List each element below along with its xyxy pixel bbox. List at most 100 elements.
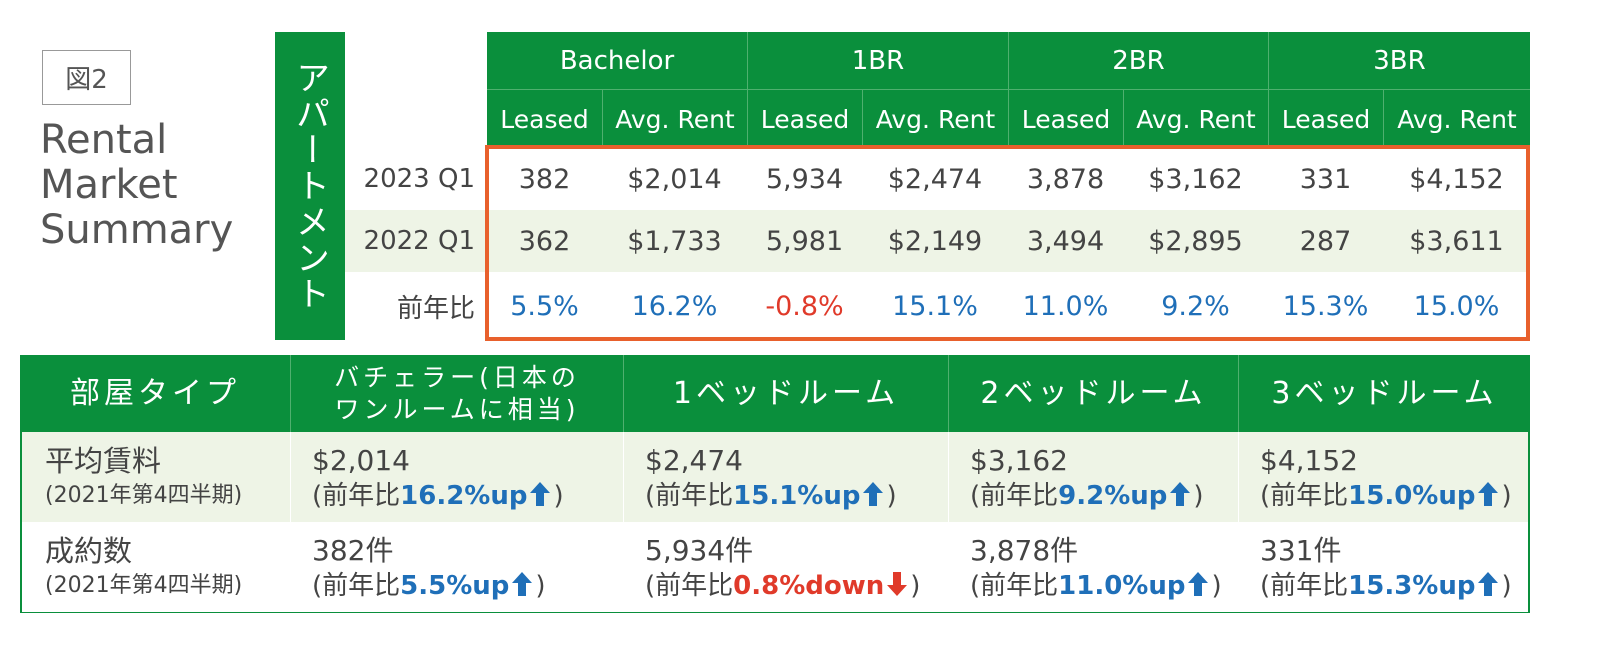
group-header: 3BR [1268,32,1530,90]
arrow-shape [1478,572,1499,596]
table-cell: 15.3% [1282,290,1369,322]
cell-main: $4,152 [1260,444,1358,477]
table-cell: 5.5% [510,290,579,322]
table-cell: 15.1% [892,290,978,322]
cell-change-line: (前年比11.0%up) [970,568,1222,604]
cell-main: $2,014 [312,444,410,477]
header-line: 3ベッドルーム [1271,375,1498,411]
table-cell: 16.2% [631,290,718,322]
sub-header: Avg. Rent [602,90,747,148]
cell-change-line: (前年比15.0%up) [1260,478,1512,514]
figure-label: 図2 [42,50,131,105]
arrow-down [887,572,908,596]
arrow-up [512,572,533,596]
table-cell: $2,474 [887,163,983,195]
table-cell: 5,981 [765,225,844,257]
row-label-cell: 平均賃料 (2021年第4四半期) [45,444,242,514]
arrow-shape [863,482,884,506]
table-cell: -0.8% [765,290,844,322]
summary-cell: $2,474 (前年比15.1%up) [645,444,897,514]
cell-change-line: (前年比5.5%up) [312,568,546,604]
sub-header: Leased [1008,90,1123,148]
col-divider [1238,522,1239,612]
arrow-shape [1478,482,1499,506]
change-value: 16.2%up [400,481,528,511]
cell-main: $3,162 [970,444,1068,477]
arrow-shape [887,572,908,596]
col-divider [623,432,624,522]
change-value: 0.8%down [733,571,885,601]
table-cell: 15.0% [1413,290,1500,322]
row-label: 2023 Q1 [363,164,475,194]
header-cell: 3ベッドルーム [1238,355,1530,432]
header-line: 部屋タイプ [70,375,240,411]
change-prefix: (前年比 [970,571,1059,601]
change-suffix: ) [1193,481,1204,511]
title: Rental Market Summary [40,118,233,253]
title-line: Market [40,162,178,208]
col-divider [948,432,949,522]
summary-cell: $4,152 (前年比15.0%up) [1260,444,1512,514]
table-cell: $4,152 [1409,163,1504,195]
arrow-shape [1170,482,1191,506]
side-label: アパートメント [275,32,345,340]
arrow-up [530,482,551,506]
change-prefix: (前年比 [645,481,734,511]
row-band [22,522,1528,612]
change-suffix: ) [910,571,921,601]
cell-change-line: (前年比16.2%up) [312,478,564,514]
table-cell: $2,895 [1148,225,1243,257]
table-cell: $2,014 [627,163,722,195]
cell-main: 331件 [1260,534,1342,567]
table-cell: 382 [518,163,571,195]
row-label-cell: 成約数 (2021年第4四半期) [45,534,242,604]
table-cell: $3,162 [1148,163,1243,195]
sub-header: Leased [487,90,602,148]
group-header: 1BR [747,32,1008,90]
header-line: 2ベッドルーム [980,375,1207,411]
change-value: 5.5%up [400,571,510,601]
row-sublabel: (2021年第4四半期) [45,483,243,508]
col-divider [290,432,291,522]
change-prefix: (前年比 [970,481,1059,511]
summary-cell: 5,934件 (前年比0.8%down) [645,534,920,604]
table-cell: $2,149 [887,225,983,257]
col-divider [623,522,624,612]
title-line: Summary [40,207,234,253]
cell-change-line: (前年比0.8%down) [645,568,920,604]
change-suffix: ) [1501,481,1512,511]
header-cell: 部屋タイプ [20,355,290,432]
row-label: 平均賃料 [45,444,162,478]
row-label: 前年比 [396,293,475,324]
change-suffix: ) [1211,571,1222,601]
summary-cell: 3,878件 (前年比11.0%up) [970,534,1222,604]
highlight-box [485,145,1530,341]
change-prefix: (前年比 [312,481,401,511]
row-label: 成約数 [45,534,133,568]
sub-header: Avg. Rent [1383,90,1530,148]
cell-change-line: (前年比9.2%up) [970,478,1204,514]
cell-main: $2,474 [645,444,743,477]
row-label: 2022 Q1 [363,226,475,256]
group-header: 2BR [1008,32,1268,90]
group-header: Bachelor [487,32,747,90]
table-cell: 3,878 [1026,163,1105,195]
arrow-up [1188,572,1209,596]
row-band [345,210,1530,272]
arrow-shape [1188,572,1209,596]
change-value: 15.0%up [1348,481,1476,511]
cell-change-line: (前年比15.3%up) [1260,568,1512,604]
table-cell: 3,494 [1026,225,1105,257]
sub-header: Avg. Rent [1123,90,1268,148]
header-cell: 2ベッドルーム [948,355,1238,432]
change-prefix: (前年比 [1260,481,1349,511]
change-suffix: ) [553,481,564,511]
change-prefix: (前年比 [645,571,734,601]
row-band [345,148,1530,210]
header-line: バチェラー(日本の [334,362,580,392]
sub-header: Avg. Rent [862,90,1008,148]
table-cell: 331 [1299,163,1352,195]
table-cell: 362 [518,225,571,257]
change-suffix: ) [1501,571,1512,601]
